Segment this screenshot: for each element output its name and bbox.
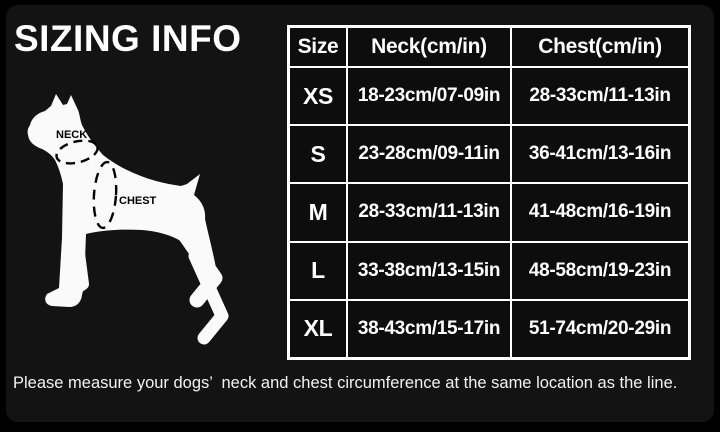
neck-measurement-line [55, 139, 99, 165]
page-title: SIZING INFO [14, 18, 242, 59]
dog-rear-leg-far [188, 249, 229, 345]
header-cell-chest: Chest(cm/in) [512, 28, 688, 66]
row-l-size: L [290, 242, 346, 299]
row-s-size: S [290, 126, 346, 183]
neck-label: NECK [56, 129, 87, 141]
row-m-size: M [290, 184, 346, 241]
row-s-chest: 36-41cm/13-16in [512, 126, 688, 183]
chest-measurement-line [92, 160, 118, 230]
row-xs-size: XS [290, 68, 346, 125]
row-s-neck: 23-28cm/09-11in [348, 126, 510, 183]
row-xl-chest: 51-74cm/20-29in [512, 300, 688, 357]
sizing-table: Size Neck(cm/in) Chest(cm/in) XS 18-23cm… [287, 25, 691, 360]
row-xs-neck: 18-23cm/07-09in [348, 68, 510, 125]
dog-silhouette-svg: NECK CHEST [27, 94, 229, 345]
chest-label: CHEST [119, 195, 157, 207]
row-m-chest: 41-48cm/16-19in [512, 184, 688, 241]
row-l-chest: 48-58cm/19-23in [512, 242, 688, 299]
row-xl-size: XL [290, 300, 346, 357]
caption-text: Please measure your dogs’ neck and chest… [13, 374, 678, 392]
row-l-neck: 33-38cm/13-15in [348, 242, 510, 299]
row-m-neck: 28-33cm/11-13in [348, 184, 510, 241]
row-xs-chest: 28-33cm/11-13in [512, 68, 688, 125]
header-cell-neck: Neck(cm/in) [348, 28, 510, 66]
row-xl-neck: 38-43cm/15-17in [348, 300, 510, 357]
dog-body [27, 94, 216, 307]
dog-silhouette-illustration: NECK CHEST [15, 88, 265, 358]
header-cell-size: Size [290, 28, 346, 66]
